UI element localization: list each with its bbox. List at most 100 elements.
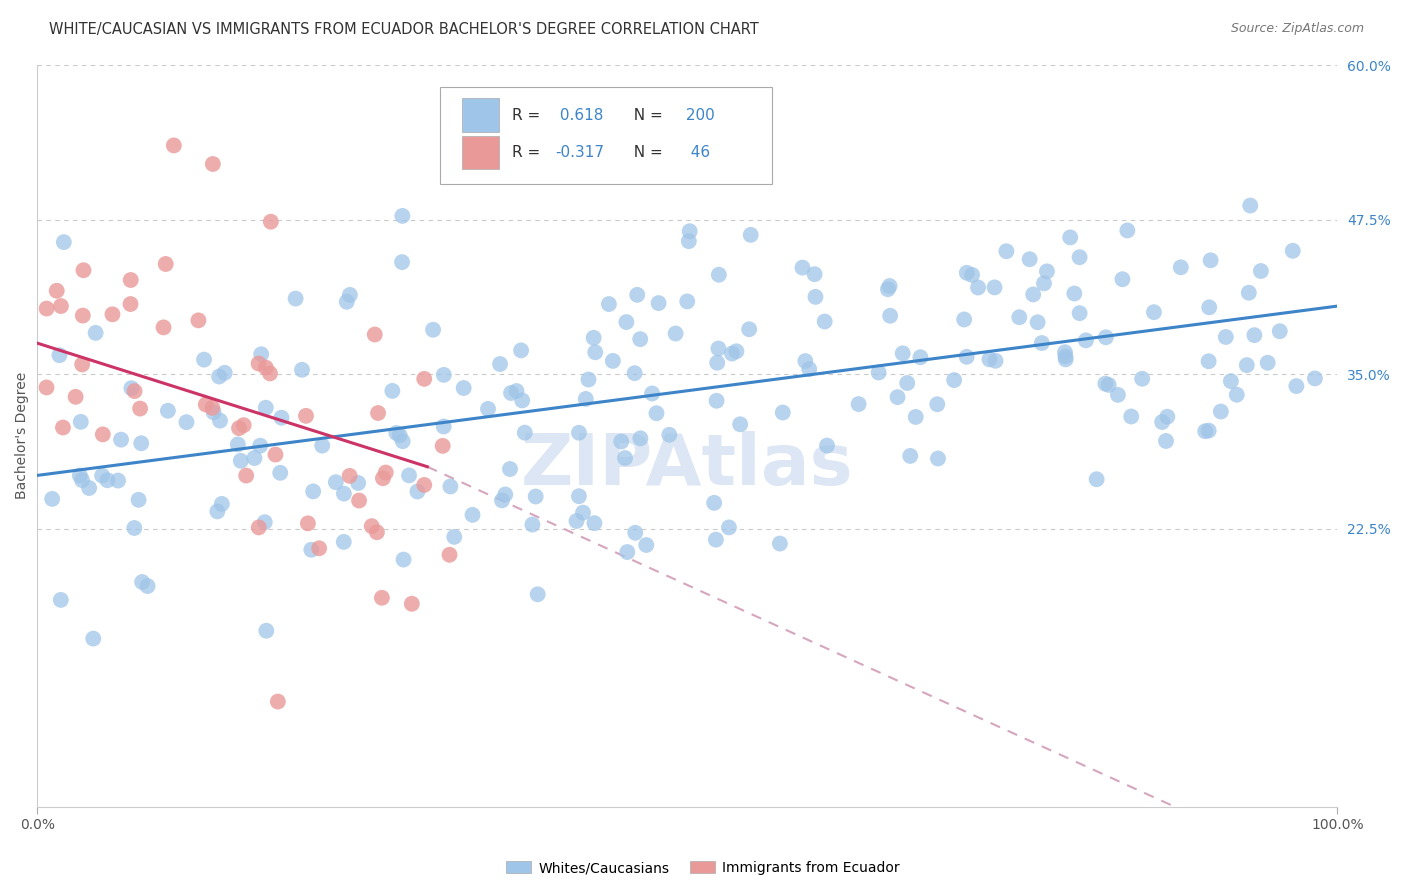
Point (868, 366, 890, 380)
Point (706, 356, 728, 370)
Point (1022, 287, 1045, 301)
Point (422, 323, 444, 337)
Point (1237, 285, 1260, 300)
Point (413, 372, 436, 386)
Point (814, 314, 837, 328)
FancyBboxPatch shape (463, 136, 499, 169)
Point (886, 390, 908, 404)
Point (799, 362, 821, 376)
Point (302, 484, 325, 499)
Point (120, 297, 142, 311)
Point (1281, 244, 1303, 258)
Point (49, 299, 72, 313)
Point (879, 309, 901, 323)
Point (583, 516, 606, 530)
Point (433, 368, 456, 382)
Point (1143, 305, 1166, 319)
Point (910, 350, 932, 364)
Point (1268, 324, 1291, 338)
Point (1154, 434, 1177, 448)
Point (725, 344, 748, 359)
Point (77, 481, 100, 495)
Point (70, 473, 93, 487)
Point (333, 486, 356, 500)
Point (505, 384, 527, 398)
Point (49, 593, 72, 607)
Point (48, 348, 70, 362)
Point (1198, 354, 1220, 368)
Point (269, 466, 291, 480)
Point (347, 475, 370, 490)
Point (388, 428, 411, 442)
Point (738, 322, 761, 336)
Point (208, 414, 231, 428)
Point (226, 437, 249, 451)
Point (1198, 301, 1220, 315)
Point (360, 519, 382, 533)
Point (628, 431, 651, 445)
Point (704, 533, 727, 547)
Point (65, 390, 87, 404)
Point (308, 541, 330, 556)
Point (364, 327, 387, 342)
Point (120, 381, 142, 395)
Text: ZIPAtlas: ZIPAtlas (522, 431, 853, 500)
Point (1243, 328, 1265, 343)
Text: R =: R = (512, 108, 546, 123)
Point (1031, 336, 1053, 351)
Point (728, 417, 751, 432)
Point (247, 520, 270, 534)
Point (247, 357, 270, 371)
Point (385, 425, 408, 440)
Point (678, 234, 700, 248)
Point (374, 466, 396, 480)
Point (524, 490, 547, 504)
Point (896, 376, 918, 390)
Point (264, 448, 287, 462)
Point (956, 266, 979, 280)
Point (679, 224, 702, 238)
Point (136, 579, 159, 593)
Point (84, 326, 107, 340)
Point (1199, 253, 1222, 268)
Point (568, 425, 591, 440)
Point (628, 332, 651, 346)
Point (575, 392, 598, 406)
Point (1219, 374, 1241, 388)
Point (610, 434, 633, 449)
Point (1018, 252, 1040, 267)
Point (232, 418, 254, 433)
Point (721, 346, 744, 360)
Point (1063, 286, 1085, 301)
Point (794, 354, 817, 368)
Point (129, 401, 152, 416)
Point (568, 489, 591, 503)
Point (259, 367, 281, 381)
FancyBboxPatch shape (463, 98, 499, 132)
Text: WHITE/CAUCASIAN VS IMMIGRANTS FROM ECUADOR BACHELOR'S DEGREE CORRELATION CHART: WHITE/CAUCASIAN VS IMMIGRANTS FROM ECUAD… (49, 22, 759, 37)
Point (1257, 356, 1279, 370)
Point (128, 492, 150, 507)
Point (904, 409, 927, 424)
Point (250, 347, 273, 361)
Point (1008, 310, 1031, 325)
Point (339, 288, 361, 302)
Point (804, 290, 827, 304)
Point (284, 292, 307, 306)
Point (1194, 424, 1216, 438)
Point (491, 493, 513, 508)
Point (129, 436, 152, 450)
Point (707, 342, 730, 356)
Point (1095, 330, 1118, 344)
Point (72, 309, 94, 323)
Point (489, 357, 512, 371)
Point (228, 421, 250, 435)
Point (311, 439, 333, 453)
Point (82, 632, 104, 646)
Point (943, 373, 966, 387)
Point (967, 280, 990, 294)
Point (1053, 345, 1076, 359)
Point (1152, 415, 1174, 429)
Point (1059, 230, 1081, 244)
Point (983, 280, 1005, 294)
